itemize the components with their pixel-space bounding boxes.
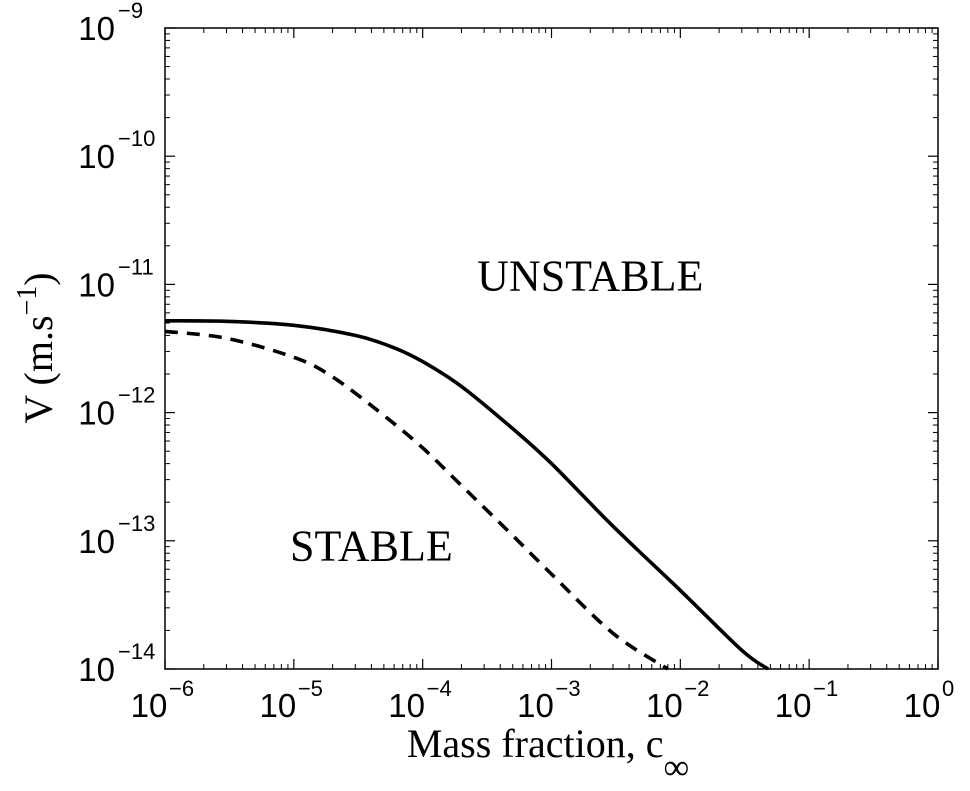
y-axis-label: V (m.s−1) [12,272,61,423]
y-axis-label-close: ) [16,272,61,285]
x-tick-label: 10 [517,687,554,724]
y-tick-exponent: −14 [118,639,155,664]
y-tick-label: 10 [78,651,115,688]
y-tick-exponent: −11 [118,254,154,279]
y-tick-exponent: −9 [118,0,143,23]
y-tick-label: 10 [78,523,115,560]
series-line-dashed [164,329,669,671]
x-tick-exponent: −4 [427,676,452,701]
x-tick-exponent: 0 [942,676,954,701]
region-labels: UNSTABLE STABLE [290,251,703,570]
x-tick-label: 10 [775,687,812,724]
x-tick-exponent: −5 [298,676,323,701]
y-axis-label-superscript: −1 [12,286,43,316]
x-tick-exponent: −3 [556,676,581,701]
y-tick-exponent: −13 [118,511,155,536]
series-lines [164,319,770,671]
y-axis-label-main: V (m.s [16,315,61,423]
x-tick-exponent: −2 [684,676,709,701]
y-tick-label: 10 [78,138,115,175]
x-tick-label: 10 [259,687,296,724]
x-axis-label-subscript: ∞ [663,747,689,787]
x-axis-label-main: Mass fraction, c [407,721,664,766]
x-tick-label: 10 [131,687,168,724]
y-tick-label: 10 [78,266,115,303]
region-label-unstable: UNSTABLE [477,251,703,300]
y-tick-label: 10 [78,10,115,47]
region-label-stable: STABLE [290,522,453,571]
tick-marks [164,27,939,670]
y-tick-label: 10 [78,395,115,432]
y-tick-exponent: −12 [118,383,155,408]
x-axis-label: Mass fraction, c∞ [407,721,689,787]
x-tick-label: 10 [646,687,683,724]
x-tick-exponent: −1 [813,676,838,701]
x-tick-label: 10 [388,687,425,724]
x-tick-label: 10 [904,687,941,724]
y-tick-exponent: −10 [118,126,155,151]
series-line-solid [164,319,770,671]
x-tick-exponent: −6 [169,676,194,701]
